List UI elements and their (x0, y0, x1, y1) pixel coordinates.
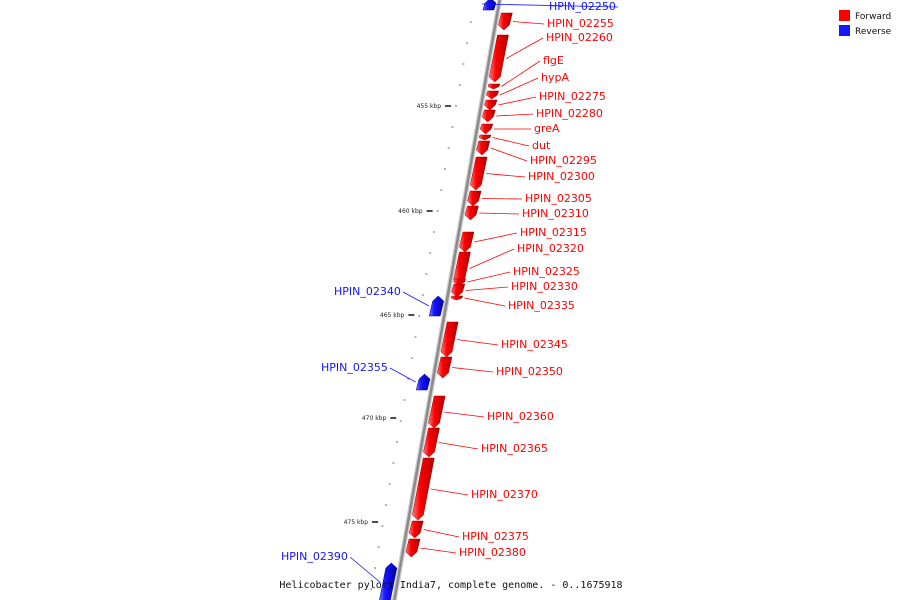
gene-feature-HPIN_02330[interactable] (451, 283, 466, 298)
gene-label-HPIN_02300[interactable]: HPIN_02300 (528, 170, 595, 183)
gene-leader-line (486, 173, 526, 178)
gene-label-hypA[interactable]: hypA (541, 71, 569, 84)
gene-feature-HPIN_02315[interactable] (459, 231, 475, 253)
gene-label-HPIN_02355[interactable]: HPIN_02355 (321, 361, 388, 374)
gene-leader-line (438, 442, 479, 450)
gene-label-HPIN_02315[interactable]: HPIN_02315 (520, 226, 587, 239)
gene-features (379, 0, 513, 600)
major-tick-label: 455 kbp (417, 103, 442, 110)
legend: Forward Reverse (839, 10, 892, 37)
gene-leader-line (457, 339, 499, 346)
major-tick-label: 475 kbp (344, 519, 369, 526)
gene-feature-HPIN_02280[interactable] (481, 109, 496, 123)
gene-feature-HPIN_02335[interactable] (450, 295, 464, 301)
gene-feature-dut[interactable] (478, 134, 492, 141)
gene-label-HPIN_02275[interactable]: HPIN_02275 (539, 90, 606, 103)
gene-feature-HPIN_02380[interactable] (405, 538, 421, 558)
gene-feature-HPIN_02325[interactable] (453, 278, 467, 286)
gene-feature-HPIN_02390[interactable] (379, 562, 398, 600)
gene-leader-line (492, 137, 530, 147)
gene-leader-line (420, 547, 457, 554)
gene-label-HPIN_02310[interactable]: HPIN_02310 (522, 207, 589, 220)
legend-forward-label: Forward (855, 12, 891, 22)
gene-feature-HPIN_02345[interactable] (440, 321, 459, 358)
legend-reverse-swatch (839, 25, 850, 36)
gene-leader-line (474, 232, 518, 243)
gene-label-HPIN_02340[interactable]: HPIN_02340 (334, 285, 401, 298)
gene-leader-line (469, 248, 515, 269)
major-tick-label: 460 kbp (398, 208, 423, 215)
gene-label-HPIN_02280[interactable]: HPIN_02280 (536, 107, 603, 120)
gene-leader-line (490, 147, 528, 162)
gene-label-HPIN_02305[interactable]: HPIN_02305 (525, 192, 592, 205)
gene-leader-line (464, 297, 506, 307)
gene-leader-line (501, 60, 541, 87)
gene-feature-HPIN_02300[interactable] (470, 156, 488, 191)
gene-label-HPIN_02345[interactable]: HPIN_02345 (501, 338, 568, 351)
gene-leader-line (481, 3, 619, 8)
gene-leader-line (479, 212, 520, 215)
gene-leader-line (389, 367, 416, 383)
gene-leader-line (430, 488, 469, 496)
gene-label-dut[interactable]: dut (532, 139, 551, 152)
gene-leader-line (512, 21, 545, 25)
major-tick-label: 465 kbp (380, 312, 405, 319)
gene-label-HPIN_02375[interactable]: HPIN_02375 (462, 530, 529, 543)
gene-leader-line (499, 77, 539, 96)
gene-leader-line (444, 411, 485, 418)
gene-label-HPIN_02260[interactable]: HPIN_02260 (546, 31, 613, 44)
gene-leader-line (452, 367, 494, 373)
gene-feature-greA[interactable] (479, 123, 494, 135)
gene-label-flgE[interactable]: flgE (543, 54, 564, 67)
gene-label-HPIN_02390[interactable]: HPIN_02390 (281, 550, 348, 563)
gene-feature-HPIN_02250[interactable] (482, 0, 497, 11)
gene-feature-flgE[interactable] (487, 83, 501, 90)
gene-label-HPIN_02330[interactable]: HPIN_02330 (511, 280, 578, 293)
gene-feature-HPIN_02260[interactable] (488, 34, 509, 83)
gene-feature-HPIN_02355[interactable] (415, 373, 431, 391)
gene-feature-HPIN_02295[interactable] (476, 140, 491, 156)
gene-label-HPIN_02320[interactable]: HPIN_02320 (517, 242, 584, 255)
gene-leader-line (498, 96, 537, 106)
gene-leader-line (481, 198, 523, 200)
major-ticks: 455 kbp 460 kbp 465 kbp 470 kbp 475 kbp (344, 103, 452, 526)
gene-label-HPIN_02350[interactable]: HPIN_02350 (496, 365, 563, 378)
gene-leader-line (465, 286, 509, 291)
gene-label-greA[interactable]: greA (534, 122, 560, 135)
gene-label-HPIN_02335[interactable]: HPIN_02335 (508, 299, 575, 312)
minor-ticks (370, 21, 472, 590)
legend-forward-swatch (839, 10, 850, 21)
legend-reverse-label: Reverse (855, 27, 892, 37)
gene-feature-hypA[interactable] (485, 90, 500, 100)
major-tick-label: 470 kbp (362, 415, 387, 422)
gene-label-HPIN_02250[interactable]: HPIN_02250 (549, 0, 616, 13)
gene-leader-line (506, 37, 544, 59)
gene-label-HPIN_02380[interactable]: HPIN_02380 (459, 546, 526, 559)
gene-leader-line (402, 291, 430, 307)
gene-label-HPIN_02295[interactable]: HPIN_02295 (530, 154, 597, 167)
gene-feature-HPIN_02365[interactable] (423, 427, 440, 458)
gene-leader-line (496, 113, 534, 117)
gene-feature-HPIN_02375[interactable] (408, 520, 424, 539)
gene-label-HPIN_02325[interactable]: HPIN_02325 (513, 265, 580, 278)
gene-leader-line (349, 556, 381, 583)
gene-feature-HPIN_02305[interactable] (467, 190, 482, 207)
gene-label-HPIN_02255[interactable]: HPIN_02255 (547, 17, 614, 30)
gene-feature-HPIN_02360[interactable] (428, 395, 446, 429)
gene-label-HPIN_02365[interactable]: HPIN_02365 (481, 442, 548, 455)
gene-feature-HPIN_02350[interactable] (437, 356, 453, 379)
gene-feature-HPIN_02255[interactable] (498, 12, 513, 31)
gene-leader-line (423, 529, 460, 538)
genome-caption: Helicobacter pylori India7, complete gen… (279, 580, 622, 591)
chromosome-axis (391, 0, 503, 600)
gene-feature-HPIN_02310[interactable] (464, 205, 479, 221)
gene-feature-HPIN_02370[interactable] (412, 457, 435, 521)
gene-label-HPIN_02370[interactable]: HPIN_02370 (471, 488, 538, 501)
gene-label-HPIN_02360[interactable]: HPIN_02360 (487, 410, 554, 423)
gene-feature-HPIN_02340[interactable] (428, 295, 444, 317)
gene-feature-HPIN_02275[interactable] (484, 99, 498, 111)
gene-leader-line (467, 271, 511, 283)
